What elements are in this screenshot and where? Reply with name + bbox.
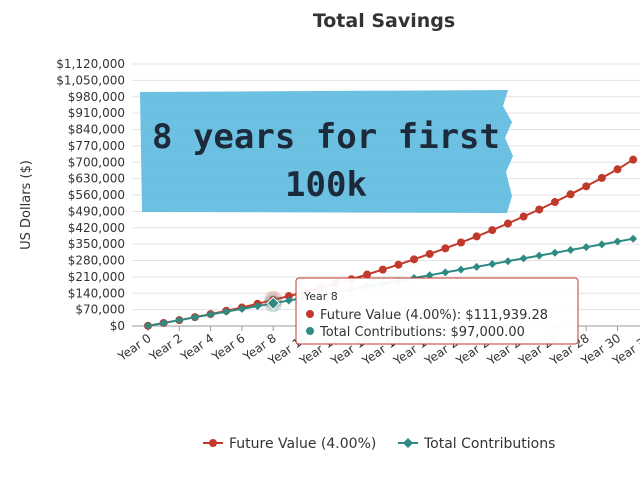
tooltip-line-contrib: Total Contributions: $97,000.00 [319,325,525,340]
contributions-point [597,240,606,249]
y-tick-label: $280,000 [68,254,125,268]
tooltip-header: Year 8 [303,290,338,303]
future-value-point [457,238,465,247]
tooltip-marker-future [306,310,314,318]
legend[interactable]: Future Value (4.00%) Total Contributions [203,436,555,452]
future-value-point [394,260,403,269]
y-tick-label: $630,000 [68,172,125,186]
contributions-point [175,316,184,325]
series-layer [144,155,638,330]
legend-item-future[interactable]: Future Value (4.00%) [203,436,376,452]
future-value-point [519,212,528,221]
future-value-point [535,205,544,214]
x-tick-label: Year 4 [177,331,216,364]
chart-title: Total Savings [313,10,455,32]
contributions-point [519,254,528,263]
contributions-point [284,296,293,305]
y-tick-label: $560,000 [68,188,125,202]
future-value-point [410,255,419,264]
future-value-point [363,270,372,279]
future-value-point [378,265,387,274]
contributions-point [253,302,262,311]
future-value-point [488,226,497,235]
x-tick-label: Year 0 [115,331,154,364]
legend-label-contrib: Total Contributions [423,436,555,452]
future-value-point [597,173,606,182]
y-tick-label: $980,000 [68,90,125,104]
future-value-point [441,244,450,253]
annotation-line-2: 100k [285,165,367,205]
y-axis-ticks: $0 $70,000 $140,000 $210,000 $280,000 $350,00… [56,57,125,333]
future-value-point [629,155,638,164]
contributions-point [425,271,434,280]
contributions-point [550,248,559,257]
y-tick-label: $1,120,000 [56,57,125,71]
x-tick-label: Year 6 [209,331,248,364]
y-tick-label: $910,000 [68,106,125,120]
annotation-banner: 8 years for first 100k [140,90,513,213]
tooltip: Year 8 Future Value (4.00%): $111,939.28… [295,277,579,345]
y-tick-label: $70,000 [75,303,125,317]
hover-point-contrib [266,296,280,311]
future-value-point [472,232,481,241]
contributions-point [144,321,152,330]
y-tick-label: $490,000 [68,204,125,218]
legend-item-contrib[interactable]: Total Contributions [398,436,555,452]
tooltip-marker-contrib [306,327,314,335]
contributions-point [206,310,215,319]
y-tick-label: $0 [110,319,125,333]
future-value-point [503,219,512,228]
y-tick-label: $770,000 [68,139,125,153]
contributions-point [488,260,497,269]
contributions-point [566,245,575,254]
contributions-point [190,313,199,322]
contributions-point [535,251,544,260]
y-tick-label: $700,000 [68,155,125,169]
x-tick-label: Year 2 [146,331,185,364]
future-value-point [566,190,575,199]
contributions-point [159,318,168,327]
y-tick-label: $840,000 [68,123,125,137]
future-value-point [613,165,622,174]
contributions-point [237,304,246,313]
contributions-point [472,262,481,271]
future-value-point [425,249,434,258]
contributions-point [457,265,465,274]
future-value-point [550,198,559,207]
future-value-point [284,292,293,301]
tooltip-line-future: Future Value (4.00%): $111,939.28 [320,308,548,323]
contributions-point [503,257,512,266]
annotation-line-1: 8 years for first [152,117,500,157]
y-tick-label: $1,050,000 [56,73,125,87]
legend-label-future: Future Value (4.00%) [229,436,376,452]
contributions-point [222,307,231,316]
contributions-point [441,268,450,277]
y-tick-label: $210,000 [68,270,125,284]
y-tick-label: $350,000 [68,237,125,251]
contributions-point [582,243,591,252]
y-axis-label: US Dollars ($) [19,160,34,250]
contributions-point [613,237,622,246]
contributions-point [629,234,638,243]
future-value-point [582,182,591,191]
y-tick-label: $140,000 [68,286,125,300]
y-tick-label: $420,000 [68,221,125,235]
